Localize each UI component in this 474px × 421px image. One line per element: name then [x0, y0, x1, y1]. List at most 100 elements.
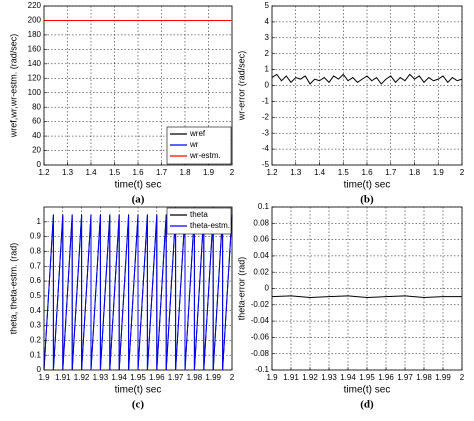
legend-label: wr-estm. [189, 151, 221, 160]
x-tick-label: 1.93 [93, 373, 109, 382]
x-tick-label: 1.94 [340, 373, 356, 382]
y-tick-label: -2 [262, 112, 270, 121]
x-tick-label: 1.2 [38, 168, 50, 177]
x-tick-label: 1.98 [187, 373, 203, 382]
x-tick-label: 1.96 [378, 373, 394, 382]
legend-label: theta-estm. [190, 221, 230, 230]
y-tick-label: 80 [32, 102, 41, 111]
x-tick-label: 1.5 [338, 168, 350, 177]
y-axis-label: theta-error (rad) [236, 257, 246, 321]
x-tick-label: 1.95 [359, 373, 375, 382]
panel-caption: (a) [132, 194, 145, 206]
x-tick-label: 1.9 [38, 373, 50, 382]
y-tick-label: 140 [28, 59, 42, 68]
y-tick-label: 2 [265, 49, 270, 58]
series-line [43, 215, 233, 371]
x-tick-label: 1.4 [314, 168, 326, 177]
x-tick-label: 1.97 [168, 373, 184, 382]
x-tick-label: 1.9 [433, 168, 445, 177]
y-tick-label: 160 [28, 44, 42, 53]
y-tick-label: 0.9 [30, 232, 42, 241]
y-tick-label: 0.1 [258, 202, 270, 211]
legend-label: theta [190, 210, 208, 219]
x-tick-label: 1.91 [55, 373, 71, 382]
x-tick-label: 1.4 [85, 168, 97, 177]
legend-label: wref [189, 129, 206, 138]
axes-frame [43, 5, 233, 166]
y-axis-label: wr-error (rad/sec) [236, 51, 246, 122]
x-tick-label: 1.3 [62, 168, 74, 177]
legend-box [166, 207, 232, 235]
x-axis-label: time(t) sec [115, 180, 162, 191]
y-tick-label: 0.1 [30, 350, 42, 359]
x-tick-label: 1.93 [321, 373, 337, 382]
y-tick-label: 0.5 [30, 291, 42, 300]
y-tick-label: 0.04 [253, 251, 269, 260]
y-tick-label: 0.06 [253, 235, 269, 244]
y-tick-label: 0.02 [253, 267, 269, 276]
x-tick-label: 1.95 [130, 373, 146, 382]
x-tick-label: 2 [460, 373, 465, 382]
y-tick-label: 40 [32, 131, 41, 140]
x-tick-label: 1.7 [156, 168, 168, 177]
y-tick-label: 100 [28, 88, 42, 97]
x-tick-label: 1.96 [149, 373, 165, 382]
y-tick-label: 1 [37, 217, 42, 226]
y-tick-label: 0 [37, 160, 42, 169]
y-tick-label: 4 [265, 17, 270, 26]
y-axis-label: theta, theta-estm. (rad) [8, 243, 18, 335]
x-tick-label: 1.99 [435, 373, 451, 382]
x-axis-label: time(t) sec [115, 385, 162, 396]
y-tick-label: -0.04 [251, 316, 270, 325]
panel-caption: (c) [132, 399, 145, 411]
legend-label: wr [189, 140, 199, 149]
y-tick-label: 60 [32, 117, 41, 126]
x-tick-label: 1.5 [109, 168, 121, 177]
x-tick-label: 2 [230, 168, 235, 177]
y-tick-label: 0.08 [253, 218, 269, 227]
x-tick-label: 1.92 [74, 373, 90, 382]
y-tick-label: 120 [28, 73, 42, 82]
x-tick-label: 1.9 [203, 168, 215, 177]
y-tick-label: 1 [265, 65, 270, 74]
y-tick-label: 0 [265, 81, 270, 90]
y-tick-label: -5 [262, 160, 270, 169]
y-tick-label: 20 [32, 146, 41, 155]
x-axis-label: time(t) sec [344, 385, 391, 396]
y-tick-label: 0.4 [30, 306, 42, 315]
y-tick-label: 0.2 [30, 335, 42, 344]
y-tick-label: 5 [265, 1, 270, 10]
x-tick-label: 1.99 [205, 373, 221, 382]
x-tick-label: 1.8 [179, 168, 191, 177]
y-tick-label: 0.3 [30, 321, 42, 330]
y-tick-label: 220 [28, 1, 42, 10]
x-tick-label: 1.91 [283, 373, 299, 382]
y-tick-label: 0 [37, 365, 42, 374]
axes-frame [271, 5, 463, 166]
axes-frame [271, 206, 463, 371]
panel-caption: (d) [360, 399, 374, 411]
y-tick-label: -0.08 [251, 349, 270, 358]
x-tick-label: 1.9 [266, 373, 278, 382]
y-tick-label: -0.06 [251, 333, 270, 342]
x-tick-label: 1.2 [266, 168, 278, 177]
y-tick-label: -0.02 [251, 300, 270, 309]
y-tick-label: 0.6 [30, 276, 42, 285]
x-tick-label: 1.98 [416, 373, 432, 382]
y-tick-label: -0.1 [255, 365, 269, 374]
y-tick-label: 180 [28, 30, 42, 39]
x-tick-label: 1.94 [111, 373, 127, 382]
axes-frame [43, 206, 233, 371]
y-axis-label: wref,wr,wr-estm. (rad/sec) [8, 34, 18, 139]
y-tick-label: 200 [28, 16, 42, 25]
y-tick-label: 0.7 [30, 261, 42, 270]
y-tick-label: 0.8 [30, 247, 42, 256]
y-tick-label: 0 [265, 284, 270, 293]
x-tick-label: 1.6 [132, 168, 144, 177]
x-tick-label: 1.7 [385, 168, 397, 177]
series-line [271, 73, 463, 85]
y-tick-label: 3 [265, 33, 270, 42]
x-tick-label: 1.8 [409, 168, 421, 177]
y-tick-label: -1 [262, 97, 270, 106]
